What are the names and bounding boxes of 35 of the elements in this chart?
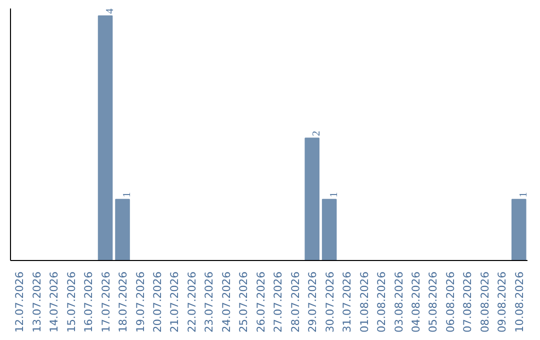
data-label: 1 [518,192,530,198]
x-tick-label: 16.07.2026 [82,271,96,333]
x-tick-label: 28.07.2026 [288,271,302,333]
x-tick-label: 25.07.2026 [237,271,250,333]
x-tick-label: 22.07.2026 [185,271,198,333]
x-tick-label: 24.07.2026 [220,271,233,333]
x-tick-label: 08.08.2026 [478,271,492,333]
x-tick-label: 30.07.2026 [323,271,336,333]
x-tick-label: 19.07.2026 [134,271,147,333]
data-label: 2 [312,130,323,136]
x-tick-label: 06.08.2026 [444,271,457,333]
data-label: 1 [328,192,340,198]
x-tick-label: 12.07.2026 [13,271,26,333]
x-tick-label: 26.07.2026 [254,271,268,333]
x-tick-label: 01.08.2026 [358,271,371,333]
x-tick-label: 15.07.2026 [64,271,78,333]
x-tick-label: 09.08.2026 [496,271,509,333]
x-tick-label: 29.07.2026 [306,271,320,333]
x-tick-label: 04.08.2026 [409,271,422,333]
x-tick-label: 31.07.2026 [340,271,354,333]
x-tick-label: 14.07.2026 [48,271,61,333]
x-tick-label: 18.07.2026 [116,271,130,333]
x-tick-label: 05.08.2026 [426,271,440,333]
x-tick-label: 23.07.2026 [202,271,216,333]
x-tick-label: 13.07.2026 [30,271,44,333]
data-label: 4 [104,8,116,14]
x-tick-label: 17.07.2026 [99,271,112,333]
x-tick-label: 21.07.2026 [168,271,182,333]
x-tick-label: 10.08.2026 [512,271,526,333]
x-tick-label: 02.08.2026 [375,271,388,333]
x-tick-label: 27.07.2026 [272,271,285,333]
x-tick-label: 20.07.2026 [150,271,164,333]
data-label: 1 [122,192,134,198]
x-tick-label: 07.08.2026 [461,271,474,333]
x-tick-label: 03.08.2026 [392,271,406,333]
